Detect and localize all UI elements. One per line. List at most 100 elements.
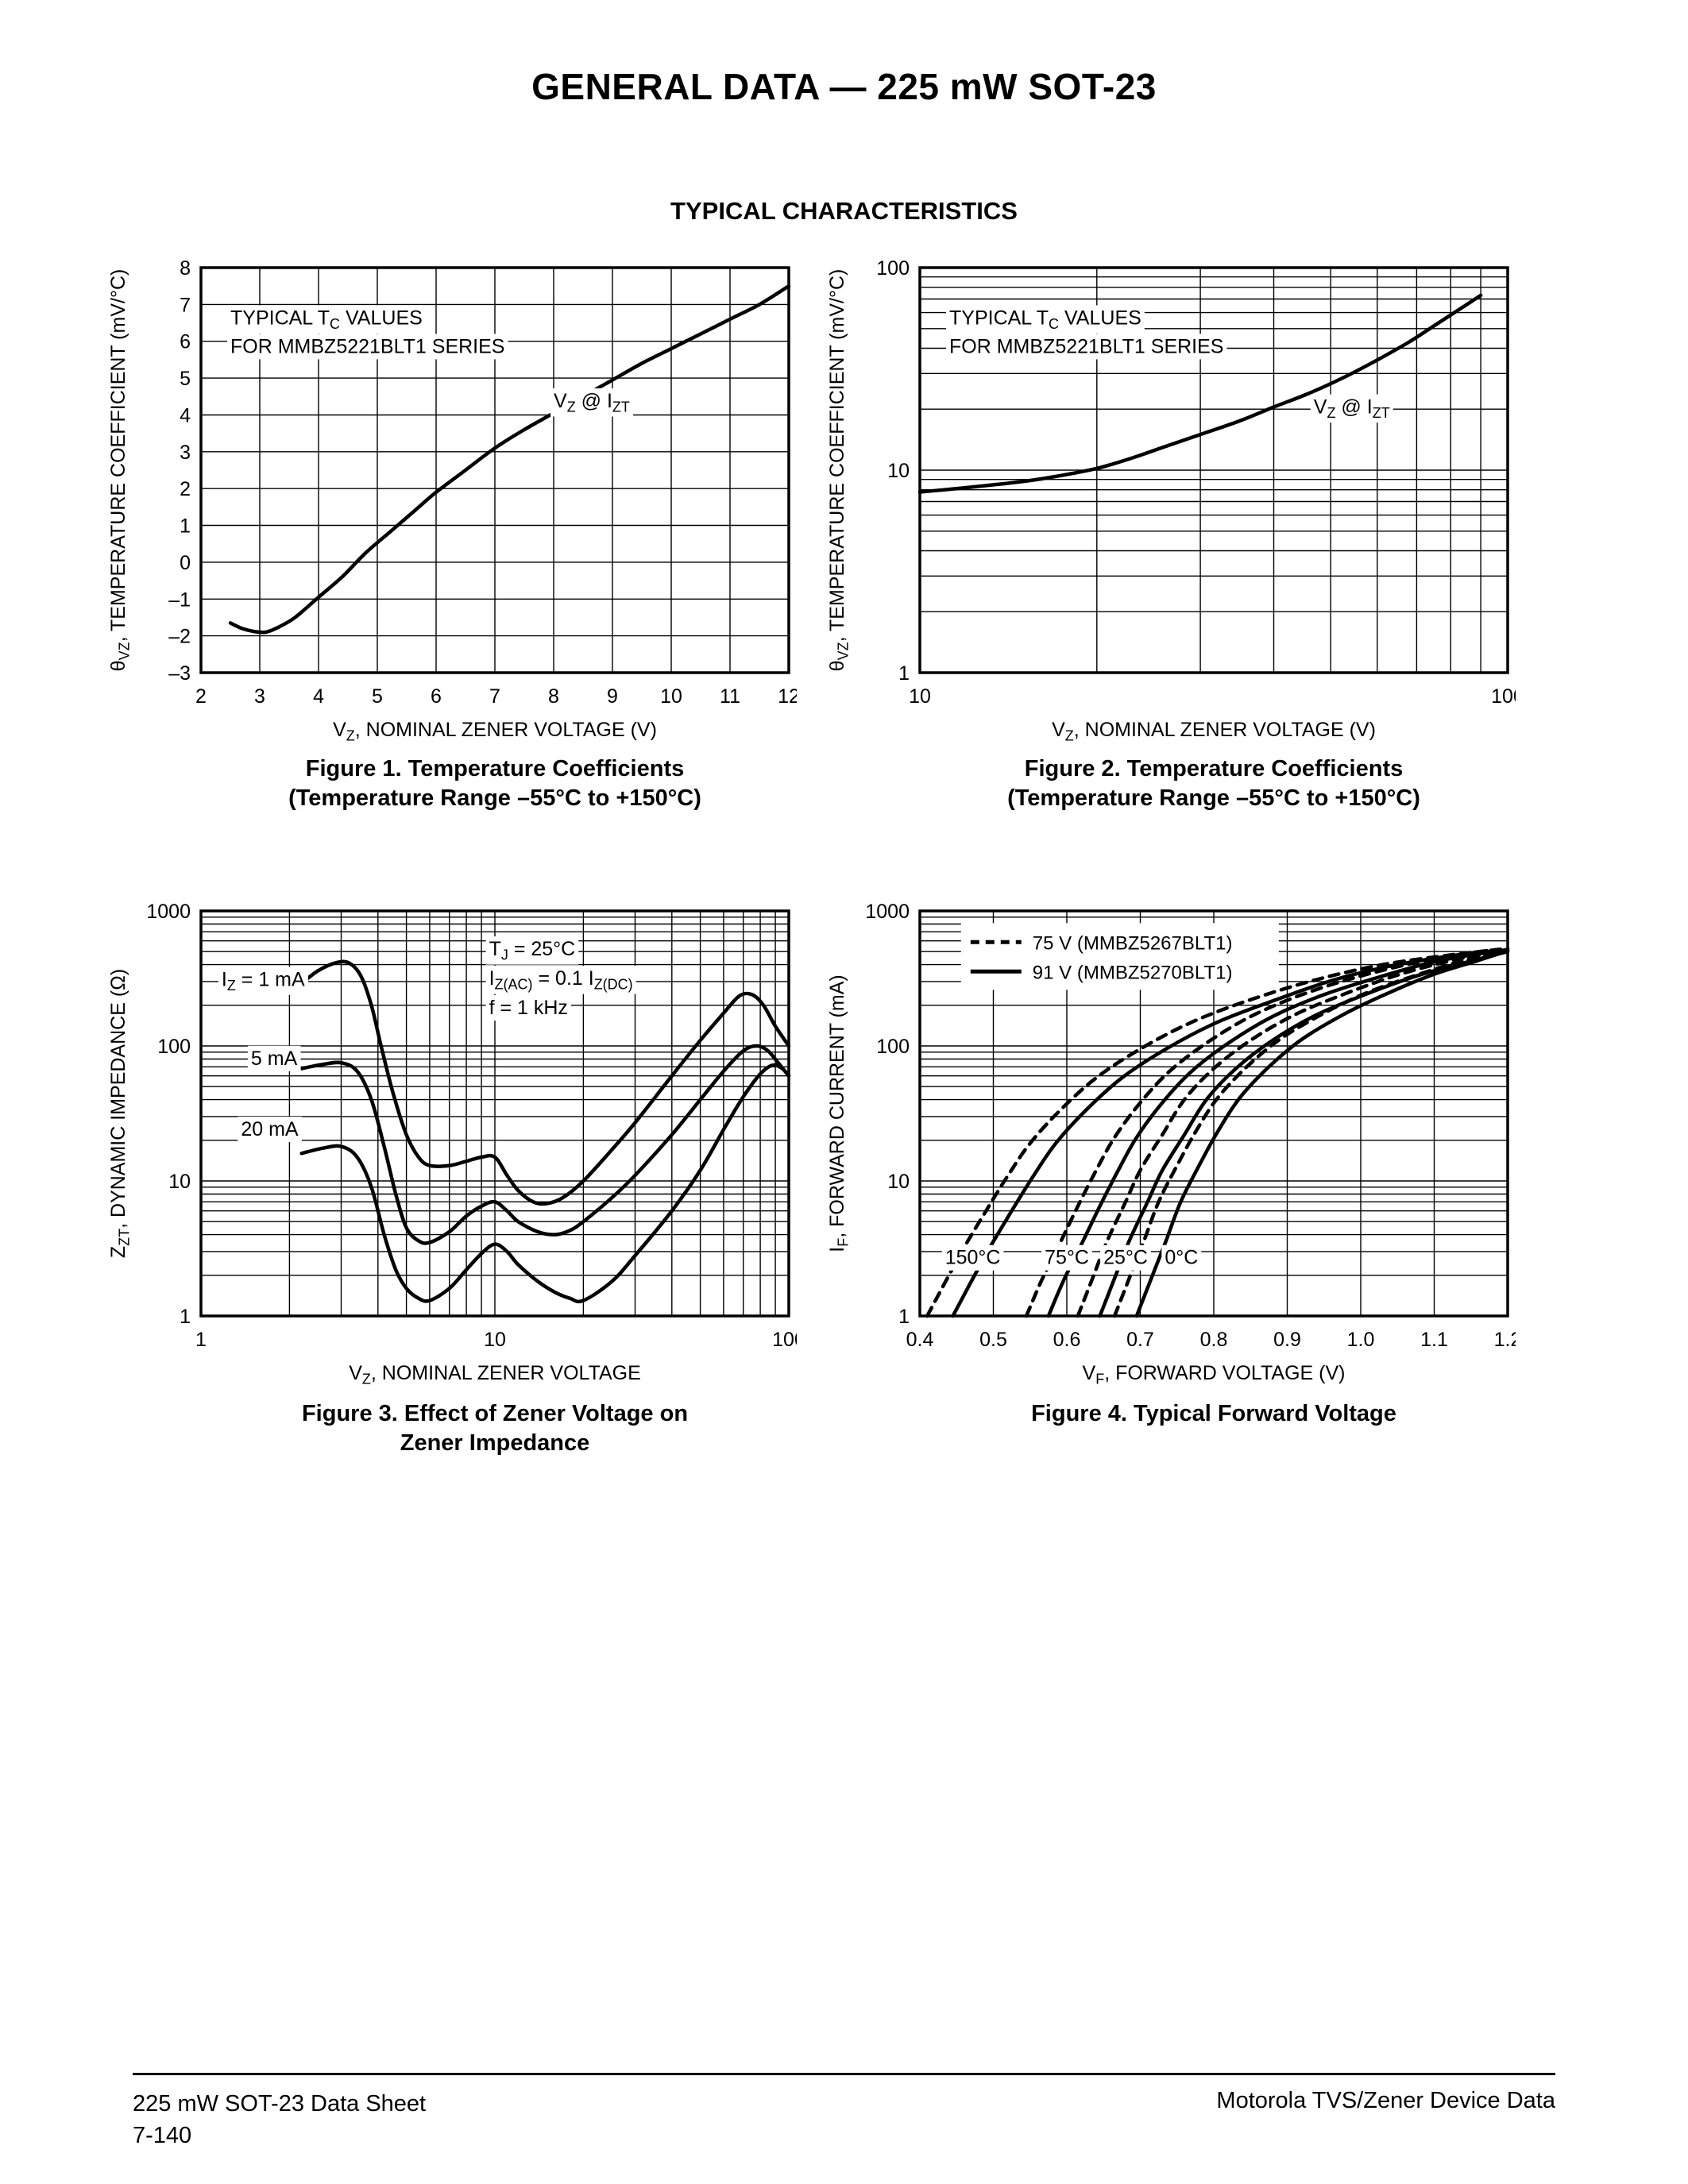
legend-bg — [960, 923, 1279, 990]
annotation-bg — [1100, 1244, 1151, 1271]
x-tick-label: 0.7 — [1126, 1329, 1154, 1351]
curve-75v-150c — [925, 947, 1503, 1318]
annotation: VZ @ IZT — [554, 390, 630, 415]
plot-frame — [199, 909, 790, 1318]
x-tick-label: 0.6 — [1053, 1329, 1081, 1351]
footer-rule — [133, 2073, 1555, 2075]
figure3-chart: 1 10 100 1 10 100 1000 VZ, NOMINAL ZENER VOLTAG… — [98, 891, 797, 1407]
annotation-bg — [227, 305, 426, 334]
annotation: IZ(AC) = 0.1 IZ(DC) — [489, 967, 633, 993]
x-axis-title: VF, FORWARD VOLTAGE (V) — [1083, 1362, 1346, 1387]
annotation-bg — [550, 388, 633, 417]
y-tick-label: 1 — [898, 1306, 910, 1328]
fig4-plot: 0.4 0.5 0.6 0.7 0.8 0.9 1.0 1.1 1.2 1 10 100 1000 VF,… — [826, 901, 1516, 1387]
x-axis-title: VZ, NOMINAL ZENER VOLTAGE (V) — [1052, 719, 1376, 744]
x-tick-label: 10 — [909, 685, 931, 708]
y-tick-label: –1 — [168, 588, 191, 611]
page-title: GENERAL DATA — 225 mW SOT-23 — [531, 66, 1157, 107]
annotation: 150°C — [945, 1247, 1001, 1269]
x-tick-label: 3 — [254, 685, 265, 708]
annotation-bg — [238, 1117, 302, 1143]
x-tick-label: 0.5 — [979, 1329, 1007, 1351]
x-tick-label: 100 — [772, 1329, 797, 1351]
x-tick-label: 10 — [484, 1329, 506, 1351]
x-tick-label: 6 — [431, 685, 442, 708]
annotation: VZ @ IZT — [1314, 396, 1390, 421]
y-tick-label: 7 — [180, 294, 191, 316]
curve-75v-0c — [1112, 949, 1503, 1318]
y-tick-label: 3 — [180, 442, 191, 464]
plot-frame — [199, 266, 790, 674]
x-tick-label: 1 — [195, 1329, 207, 1351]
fig2-plot: 10100110100VZ, NOMINAL ZENER VOLTAGE (V)… — [826, 257, 1516, 744]
footer-right: Motorola TVS/Zener Device Data — [1216, 2088, 1555, 2113]
figure1-caption-title: Figure 1. Temperature Coefficients — [305, 756, 685, 781]
figure2-caption-subtitle: (Temperature Range –55°C to +150°C) — [1007, 785, 1420, 811]
annotation-bg — [227, 334, 508, 360]
x-tick-label: 1.0 — [1347, 1329, 1375, 1351]
y-tick-label: 10 — [887, 460, 910, 482]
annotation: 5 mA — [251, 1048, 298, 1070]
x-tick-label: 5 — [372, 685, 383, 708]
figure2-caption: Figure 2. Temperature Coefficients (Temp… — [920, 754, 1508, 813]
y-tick-label: 4 — [180, 405, 191, 427]
annotation-bg — [941, 1244, 1004, 1271]
section-heading: TYPICAL CHARACTERISTICS — [670, 197, 1018, 225]
figure3-caption: Figure 3. Effect of Zener Voltage on Zen… — [201, 1399, 789, 1458]
figure1-chart: 2 3 4 5 6 7 8 9 10 11 12 –3 –2 –1 0 1 2 3 4 5 6 7 8 VZ, NOMINAL… — [98, 248, 797, 764]
x-tick-label: 10 — [660, 685, 682, 708]
annotation: 75°C — [1045, 1247, 1089, 1269]
y-axis-title: θVZ, TEMPERATURE COEFFICIENT (mV/°C) — [826, 269, 852, 672]
y-tick-label: 1 — [180, 1306, 191, 1328]
annotation-bg — [485, 995, 571, 1021]
x-tick-label: 0.8 — [1200, 1329, 1228, 1351]
fig3-plot: 1 10 100 1 10 100 1000 VZ, NOMINAL ZENER VOLTAG… — [107, 901, 797, 1387]
curve-91v-25c — [1098, 949, 1510, 1318]
x-tick-label: 1.1 — [1420, 1329, 1448, 1351]
legend-label: 75 V (MMBZ5267BLT1) — [1033, 932, 1233, 954]
y-tick-label: 5 — [180, 368, 191, 390]
x-tick-label: 4 — [313, 685, 324, 708]
x-tick-label: 9 — [607, 685, 618, 708]
annotation: IZ = 1 mA — [222, 968, 305, 994]
curve-iz-1ma — [299, 959, 791, 1206]
annotation: TYPICAL TC VALUES — [230, 307, 423, 332]
plot-frame — [918, 909, 1509, 1318]
y-tick-label: 100 — [157, 1036, 191, 1058]
y-tick-label: 10 — [887, 1171, 910, 1193]
y-axis-title: IF, FORWARD CURRENT (mA) — [826, 974, 852, 1252]
figure1-caption: Figure 1. Temperature Coefficients (Temp… — [201, 754, 789, 813]
annotation-bg — [1041, 1244, 1092, 1271]
y-tick-label: 6 — [180, 331, 191, 353]
curve-75v-75c — [1024, 947, 1510, 1318]
annotation: f = 1 kHz — [489, 997, 568, 1019]
annotation: 25°C — [1103, 1247, 1148, 1269]
annotation: FOR MMBZ5221BLT1 SERIES — [949, 335, 1223, 357]
annotation-bg — [218, 967, 309, 995]
y-tick-label: –3 — [168, 662, 191, 685]
y-tick-label: 100 — [876, 257, 910, 280]
y-tick-label: 1000 — [865, 901, 910, 923]
annotation: TYPICAL TC VALUES — [949, 307, 1141, 332]
curve-tc — [228, 284, 791, 635]
footer-left: 225 mW SOT-23 Data Sheet 7-140 — [133, 2088, 426, 2151]
y-tick-label: 2 — [180, 478, 191, 500]
legend-label: 91 V (MMBZ5270BLT1) — [1033, 962, 1233, 983]
plot-frame — [918, 266, 1509, 674]
figure3-caption-subtitle: Zener Impedance — [400, 1430, 590, 1456]
annotation-bg — [946, 305, 1145, 334]
legend: 75 V (MMBZ5267BLT1) 91 V (MMBZ5270BLT1) — [960, 923, 1279, 990]
figure4-chart: 0.4 0.5 0.6 0.7 0.8 0.9 1.0 1.1 1.2 1 10 100 1000 VF,… — [817, 891, 1516, 1407]
y-tick-label: 1 — [180, 515, 191, 538]
annotation: FOR MMBZ5221BLT1 SERIES — [230, 335, 504, 357]
y-tick-label: –2 — [168, 626, 191, 648]
x-tick-label: 1.2 — [1494, 1329, 1516, 1351]
annotation: 20 mA — [241, 1118, 299, 1140]
figure2-caption-title: Figure 2. Temperature Coefficients — [1024, 756, 1404, 781]
curve-iz-20ma — [299, 1063, 791, 1304]
y-tick-label: 1000 — [146, 901, 191, 923]
y-axis-title: ZZT, DYNAMIC IMPEDANCE (Ω) — [107, 969, 133, 1258]
curve-75v-25c — [1076, 950, 1495, 1318]
